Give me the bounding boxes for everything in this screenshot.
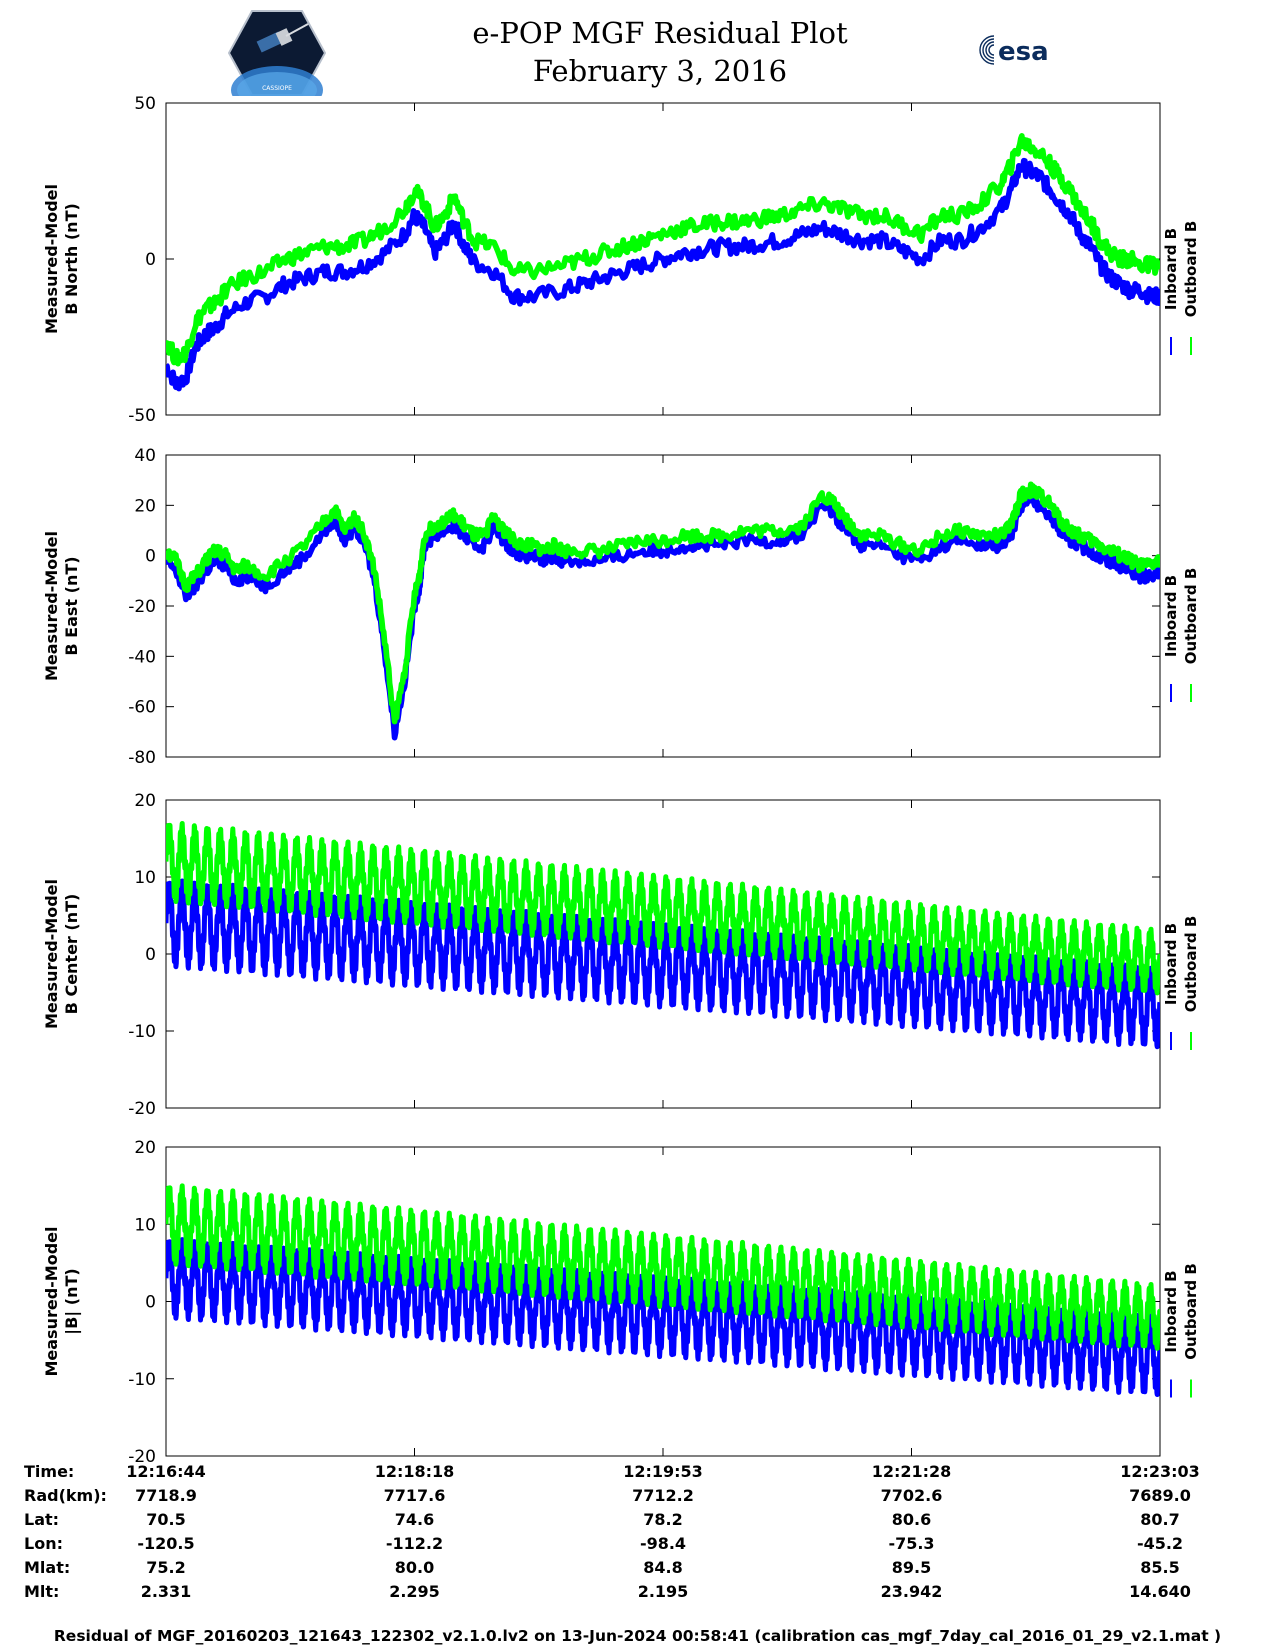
ephemeris-cell: -112.2 bbox=[385, 1534, 444, 1553]
ephemeris-row-label: Time: bbox=[24, 1462, 75, 1481]
ephemeris-cell: 2.331 bbox=[140, 1582, 192, 1601]
panel-3-ytick-label-4: 20 bbox=[134, 791, 156, 811]
panel-2-ytick-label-2: -40 bbox=[128, 647, 156, 667]
panel-1-series-inboard bbox=[166, 157, 1160, 392]
ephemeris-cell: 80.7 bbox=[1140, 1510, 1180, 1529]
ephemeris-cell: 80.6 bbox=[891, 1510, 932, 1529]
ephemeris-row-label: Rad(km): bbox=[24, 1486, 107, 1505]
panel-4-ylabel: Measured-Model|B| (nT) bbox=[42, 1226, 82, 1376]
panel-1-legend-inboard-label: Inboard B bbox=[1162, 228, 1180, 310]
panel-4-ytick-label-0: -20 bbox=[128, 1447, 156, 1462]
panel-1-ytick-label-1: 0 bbox=[145, 250, 156, 270]
panel-2-ytick-label-4: 0 bbox=[145, 547, 156, 567]
ephemeris-cell: 74.6 bbox=[394, 1510, 435, 1529]
ephemeris-cell: 80.0 bbox=[394, 1558, 435, 1577]
ephemeris-cell: 7702.6 bbox=[880, 1486, 943, 1505]
ephemeris-cell: 85.5 bbox=[1140, 1558, 1180, 1577]
footer-caption: Residual of MGF_20160203_121643_122302_v… bbox=[53, 1627, 1222, 1645]
panel-1-ytick-label-0: -50 bbox=[128, 406, 156, 426]
ephemeris-cell: 2.295 bbox=[389, 1582, 440, 1601]
figure-title: e-POP MGF Residual Plot February 3, 2016 bbox=[340, 14, 980, 90]
ephemeris-cell: 12:19:53 bbox=[623, 1462, 703, 1481]
panel-4-legend-inboard-label: Inboard B bbox=[1162, 1270, 1180, 1352]
panel-3-ytick-label-1: -10 bbox=[128, 1022, 156, 1042]
panel-1-legend-outboard-label: Outboard B bbox=[1182, 221, 1200, 318]
ephemeris-cell: 12:21:28 bbox=[871, 1462, 952, 1481]
panel-3-ytick-label-2: 0 bbox=[145, 945, 156, 965]
title-line-1: e-POP MGF Residual Plot bbox=[472, 16, 848, 50]
ephemeris-row-label: Mlt: bbox=[24, 1582, 60, 1601]
ephemeris-cell: 78.2 bbox=[643, 1510, 683, 1529]
panel-4-ytick-label-3: 10 bbox=[134, 1215, 156, 1235]
panel-4-ytick-label-1: -10 bbox=[128, 1370, 156, 1390]
panel-3-ytick-label-3: 10 bbox=[134, 868, 156, 888]
panel-2-ylabel: Measured-ModelB East (nT) bbox=[42, 531, 81, 681]
panel-4-ytick-label-2: 0 bbox=[145, 1293, 156, 1313]
esa-logo-text: esa bbox=[998, 37, 1049, 67]
panel-4-legend-outboard-label: Outboard B bbox=[1182, 1263, 1200, 1360]
panel-3-legend-inboard-label: Inboard B bbox=[1162, 923, 1180, 1005]
ephemeris-cell: 12:23:03 bbox=[1120, 1462, 1200, 1481]
ephemeris-cell: 7689.0 bbox=[1129, 1486, 1191, 1505]
ephemeris-cell: 75.2 bbox=[146, 1558, 186, 1577]
panel-3-ytick-label-0: -20 bbox=[128, 1099, 156, 1119]
panel-2-legend-inboard-label: Inboard B bbox=[1162, 575, 1180, 657]
ephemeris-cell: -98.4 bbox=[639, 1534, 687, 1553]
title-line-2: February 3, 2016 bbox=[532, 54, 788, 88]
ephemeris-table: Time: 12:16:44 12:18:18 12:19:53 12:21:28 12:… bbox=[0, 1462, 1275, 1622]
panel-2-ytick-label-6: 40 bbox=[134, 446, 156, 466]
ephemeris-row-label: Lat: bbox=[24, 1510, 60, 1529]
residual-chart: -50 0 50 Measured-ModelB North (nT) Inboard … bbox=[42, 94, 1200, 1462]
ephemeris-cell: 7717.6 bbox=[383, 1486, 446, 1505]
esa-logo: esa bbox=[979, 35, 1049, 67]
panel-3-legend-outboard-label: Outboard B bbox=[1182, 916, 1200, 1013]
panel-3-ylabel: Measured-ModelB Center (nT) bbox=[42, 879, 81, 1029]
panel-2-series-outboard bbox=[166, 481, 1160, 725]
ephemeris-cell: -75.3 bbox=[888, 1534, 935, 1553]
panel-4-ytick-label-4: 20 bbox=[134, 1138, 156, 1158]
ephemeris-cell: -120.5 bbox=[137, 1534, 195, 1553]
panel-2-legend-outboard-label: Outboard B bbox=[1182, 568, 1200, 665]
ephemeris-cell: 7712.2 bbox=[632, 1486, 694, 1505]
panel-1-series-outboard bbox=[166, 133, 1160, 367]
panel-4-series-inboard bbox=[166, 1237, 1160, 1397]
ephemeris-cell: 89.5 bbox=[891, 1558, 932, 1577]
cassiope-logo-text: CASSIOPE bbox=[262, 85, 292, 92]
ephemeris-row-label: Mlat: bbox=[24, 1558, 71, 1577]
panel-2-frame bbox=[165, 454, 1161, 758]
ephemeris-row-label: Lon: bbox=[24, 1534, 63, 1553]
panel-2-ytick-label-0: -80 bbox=[128, 748, 156, 768]
ephemeris-cell: 23.942 bbox=[880, 1582, 943, 1601]
ephemeris-cell: 12:18:18 bbox=[374, 1462, 455, 1481]
panel-2-series-inboard bbox=[166, 494, 1160, 741]
ephemeris-cell: 14.640 bbox=[1129, 1582, 1191, 1601]
panel-2-ytick-label-1: -60 bbox=[128, 698, 156, 718]
panel-1-ytick-label-2: 50 bbox=[134, 94, 156, 114]
panel-3-series-inboard bbox=[166, 878, 1160, 1050]
panel-2-ytick-label-3: -20 bbox=[128, 597, 156, 617]
ephemeris-cell: 70.5 bbox=[146, 1510, 186, 1529]
panel-1-ylabel: Measured-ModelB North (nT) bbox=[42, 184, 81, 334]
panel-3-series-outboard bbox=[166, 821, 1160, 996]
panel-2-ytick-label-5: 20 bbox=[134, 496, 156, 516]
ephemeris-cell: 12:16:44 bbox=[126, 1462, 206, 1481]
ephemeris-cell: -45.2 bbox=[1136, 1534, 1184, 1553]
ephemeris-cell: 7718.9 bbox=[135, 1486, 197, 1505]
panel-4-series-outboard bbox=[166, 1183, 1160, 1351]
ephemeris-cell: 84.8 bbox=[643, 1558, 683, 1577]
ephemeris-cell: 2.195 bbox=[637, 1582, 689, 1601]
cassiope-logo: CASSIOPE bbox=[228, 10, 326, 96]
